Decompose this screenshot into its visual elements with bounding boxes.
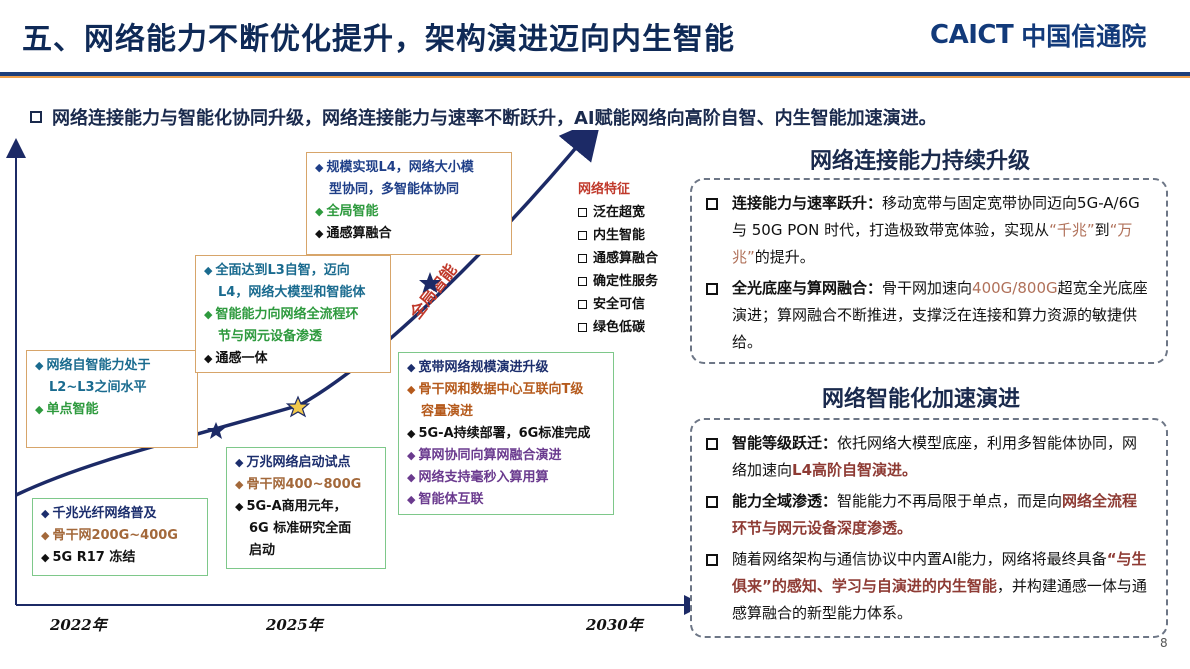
- section1-panel: 连接能力与速率跃升：移动宽带与固定宽带协同迈向5G-A/6G 与 50G PON…: [690, 178, 1168, 364]
- headline-text: 网络连接能力与智能化协同升级，网络连接能力与速率不断跃升，AI赋能网络向高阶自智…: [52, 108, 937, 129]
- logo-en: CAICT: [930, 20, 1014, 50]
- headline: 网络连接能力与智能化协同升级，网络连接能力与速率不断跃升，AI赋能网络向高阶自智…: [30, 104, 937, 130]
- diamond-icon: ◆: [315, 161, 324, 174]
- diamond-icon: ◆: [35, 359, 44, 372]
- section1-bullet: 连接能力与速率跃升：移动宽带与固定宽带协同迈向5G-A/6G 与 50G PON…: [706, 190, 1152, 271]
- feature-item: 安全可信: [578, 293, 658, 316]
- feature-item: 通感算融合: [578, 247, 658, 270]
- diamond-icon: ◆: [41, 507, 50, 520]
- timeline-box-2025-lower: ◆ 万兆网络启动试点 ◆ 骨干网400~800G ◆ 5G-A商用元年， 6G 标准研…: [226, 447, 386, 569]
- diamond-icon: ◆: [407, 493, 416, 506]
- page-title: 五、网络能力不断优化提升，架构演进迈向内生智能: [22, 22, 735, 57]
- year-label-2025: 2025年: [266, 616, 323, 634]
- features-title: 网络特征: [578, 182, 631, 197]
- square-bullet-icon: [706, 554, 718, 566]
- year-label-2030: 2030年: [586, 616, 643, 634]
- diamond-icon: ◆: [204, 308, 213, 321]
- diamond-icon: ◆: [235, 478, 244, 491]
- timeline-box-2030: ◆ 规模实现L4，网络大小模 型协同，多智能体协同 ◆ 全局智能 ◆ 通感算融合: [306, 152, 512, 255]
- feature-item: 泛在超宽: [578, 201, 658, 224]
- square-bullet-icon: [30, 111, 42, 123]
- page-number: 8: [1160, 636, 1168, 650]
- curve-label: 全局智能: [406, 260, 461, 323]
- diamond-icon: ◆: [204, 352, 213, 365]
- header-divider: [0, 72, 1190, 76]
- square-bullet-icon: [706, 198, 718, 210]
- checkbox-icon: [578, 277, 587, 286]
- star-marker-icon: [207, 422, 225, 439]
- diamond-icon: ◆: [235, 456, 244, 469]
- diamond-icon: ◆: [235, 500, 244, 513]
- diamond-icon: ◆: [41, 529, 50, 542]
- diamond-icon: ◆: [41, 551, 50, 564]
- section2-bullet: 随着网络架构与通信协议中内置AI能力，网络将最终具备“与生俱来”的感知、学习与自…: [706, 546, 1152, 627]
- square-bullet-icon: [706, 438, 718, 450]
- section1-bullet: 全光底座与算网融合：骨干网加速向400G/800G超宽全光底座演进；算网融合不断…: [706, 275, 1152, 356]
- section2-bullet: 能力全域渗透：智能能力不再局限于单点，而是向网络全流程环节与网元设备深度渗透。: [706, 488, 1152, 542]
- timeline-box-2022-lower: ◆ 千兆光纤网络普及 ◆ 骨干网200G~400G ◆ 5G R17 冻结: [32, 498, 208, 576]
- star-marker-icon: [419, 272, 441, 293]
- section2-panel: 智能等级跃迁：依托网络大模型底座，利用多智能体协同，网络加速向L4高阶自智演进。…: [690, 418, 1168, 638]
- diamond-icon: ◆: [407, 361, 416, 374]
- timeline-box-2030-lower: ◆ 宽带网络规模演进升级 ◆ 骨干网和数据中心互联向T级 容量演进 ◆ 5G-A持续部…: [398, 352, 614, 515]
- checkbox-icon: [578, 300, 587, 309]
- caict-logo: CAICT 中国信通院: [930, 18, 1146, 52]
- diamond-icon: ◆: [407, 449, 416, 462]
- checkbox-icon: [578, 323, 587, 332]
- feature-item: 内生智能: [578, 224, 658, 247]
- header-accent-line: [0, 76, 1190, 78]
- feature-item: 绿色低碳: [578, 316, 658, 339]
- section1-title: 网络连接能力持续升级: [810, 149, 1031, 174]
- network-features: 网络特征 泛在超宽 内生智能 通感算融合 确定性服务 安全可信 绿色低碳: [578, 178, 658, 339]
- checkbox-icon: [578, 208, 587, 217]
- square-bullet-icon: [706, 496, 718, 508]
- feature-item: 确定性服务: [578, 270, 658, 293]
- diamond-icon: ◆: [407, 471, 416, 484]
- timeline-box-2022: ◆ 网络自智能力处于 L2~L3之间水平 ◆ 单点智能: [26, 350, 198, 448]
- diamond-icon: ◆: [407, 427, 416, 440]
- section2-bullet: 智能等级跃迁：依托网络大模型底座，利用多智能体协同，网络加速向L4高阶自智演进。: [706, 430, 1152, 484]
- diamond-icon: ◆: [35, 403, 44, 416]
- diamond-icon: ◆: [315, 227, 324, 240]
- diamond-icon: ◆: [407, 383, 416, 396]
- square-bullet-icon: [706, 283, 718, 295]
- checkbox-icon: [578, 231, 587, 240]
- checkbox-icon: [578, 254, 587, 263]
- section2-title: 网络智能化加速演进: [822, 387, 1021, 412]
- diamond-icon: ◆: [315, 205, 324, 218]
- timeline-box-2025: ◆ 全面达到L3自智，迈向 L4，网络大模型和智能体 ◆ 智能能力向网络全流程环 节…: [195, 255, 391, 373]
- logo-cn: 中国信通院: [1021, 22, 1147, 51]
- diamond-icon: ◆: [204, 264, 213, 277]
- star-highlight-icon: [285, 395, 311, 418]
- year-label-2022: 2022年: [50, 616, 107, 634]
